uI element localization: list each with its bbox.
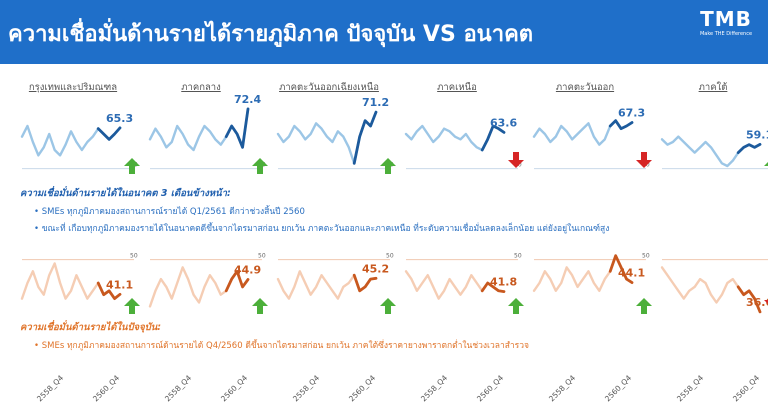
future-latest-value: 71.2	[362, 96, 389, 109]
logo-tagline: Make THE Difference	[699, 31, 753, 37]
current-latest-value: 41.8	[490, 276, 517, 289]
x-tick-label: 2560_Q4	[347, 373, 377, 403]
region-label: ภาคตะวันออกเฉียงเหนือ	[279, 82, 379, 93]
region-label: กรุงเทพและปริมณฑล	[28, 82, 118, 93]
current-recent-line	[352, 273, 378, 293]
current-note-bullet-1: • SMEs ทุกภูมิภาคมองสถานการณ์ด้านรายได้ …	[34, 341, 529, 351]
future-up-arrow-icon	[764, 162, 768, 166]
future-down-arrow-icon	[508, 152, 524, 168]
current-latest-value: 44.9	[234, 263, 261, 276]
current-latest-value: 44.1	[618, 267, 645, 280]
future-recent-line	[96, 126, 122, 141]
logo-word: TMB	[700, 7, 752, 31]
current-reference-label: 50	[514, 253, 522, 260]
future-up-arrow-icon	[380, 158, 396, 174]
future-latest-value: 59.1	[746, 128, 768, 141]
current-up-arrow-icon	[636, 298, 652, 314]
current-reference-label: 50	[258, 253, 266, 260]
current-up-arrow-icon	[252, 298, 268, 314]
regional-income-confidence-chart: 50 65.3 50 41.1 2558_Q4 2560_Q4 50 72.4 50 44.9 25…	[20, 93, 768, 403]
x-tick-label: 2558_Q4	[547, 373, 577, 403]
region-label: ภาคกลาง	[181, 82, 221, 93]
future-up-arrow-icon	[124, 158, 140, 174]
future-recent-line	[480, 124, 506, 152]
current-series-line	[276, 270, 378, 300]
region-label: ภาคตะวันออก	[555, 82, 615, 93]
current-recent-line	[96, 281, 122, 301]
current-recent-line	[608, 254, 634, 285]
region-label: ภาคเหนือ	[437, 82, 477, 93]
x-tick-label: 2558_Q4	[419, 373, 449, 403]
x-tick-label: 2558_Q4	[163, 373, 193, 403]
x-tick-label: 2560_Q4	[731, 373, 761, 403]
current-latest-value: 36.6	[746, 296, 768, 309]
future-recent-line	[224, 107, 250, 149]
current-up-arrow-icon	[124, 298, 140, 314]
future-note-bullet-2: • ขณะที่ เกือบทุกภูมิภาคมองรายได้ในอนาคต…	[34, 224, 610, 234]
current-recent-line	[736, 285, 762, 314]
future-series-line	[276, 110, 378, 165]
current-reference-label: 50	[386, 253, 394, 260]
region-label: ภาคใต้	[698, 82, 728, 93]
future-down-arrow-icon	[636, 152, 652, 168]
x-tick-label: 2558_Q4	[35, 373, 65, 403]
future-recent-line	[352, 110, 378, 165]
current-latest-value: 41.1	[106, 278, 133, 291]
future-latest-value: 65.3	[106, 112, 133, 125]
future-latest-value: 67.3	[618, 107, 645, 120]
future-recent-line	[608, 119, 634, 131]
current-recent-line	[480, 281, 506, 293]
brand-logo: TMB Make THE Difference	[696, 8, 756, 38]
x-tick-label: 2560_Q4	[219, 373, 249, 403]
future-recent-line	[736, 143, 762, 155]
current-note: ความเชื่อมั่นด้านรายได้ในปัจจุบัน: • SME…	[20, 320, 529, 352]
x-tick-label: 2558_Q4	[675, 373, 705, 403]
current-reference-label: 50	[130, 253, 138, 260]
x-tick-label: 2560_Q4	[475, 373, 505, 403]
page-title: ความเชื่อมั่นด้านรายได้รายภูมิภาค ปัจจุบ…	[8, 22, 534, 47]
future-latest-value: 72.4	[234, 93, 261, 106]
current-recent-line	[224, 269, 250, 293]
current-reference-label: 50	[642, 253, 650, 260]
current-up-arrow-icon	[380, 298, 396, 314]
header-bar: ความเชื่อมั่นด้านรายได้รายภูมิภาค ปัจจุบ…	[0, 0, 768, 64]
x-tick-label: 2560_Q4	[603, 373, 633, 403]
future-series-line	[20, 124, 122, 157]
future-up-arrow-icon	[252, 158, 268, 174]
future-note-bullet-1: • SMEs ทุกภูมิภาคมองสถานการณ์รายได้ Q1/2…	[34, 207, 305, 217]
future-latest-value: 63.6	[490, 116, 517, 129]
current-latest-value: 45.2	[362, 262, 389, 275]
x-tick-label: 2560_Q4	[91, 373, 121, 403]
current-up-arrow-icon	[508, 298, 524, 314]
future-note-title: ความเชื่อมั่นด้านรายได้ในอนาคต 3 เดือนข้…	[20, 188, 231, 199]
future-note: ความเชื่อมั่นด้านรายได้ในอนาคต 3 เดือนข้…	[20, 186, 609, 235]
current-note-title: ความเชื่อมั่นด้านรายได้ในปัจจุบัน:	[20, 322, 162, 333]
x-tick-label: 2558_Q4	[291, 373, 321, 403]
current-down-arrow-icon	[764, 300, 768, 304]
